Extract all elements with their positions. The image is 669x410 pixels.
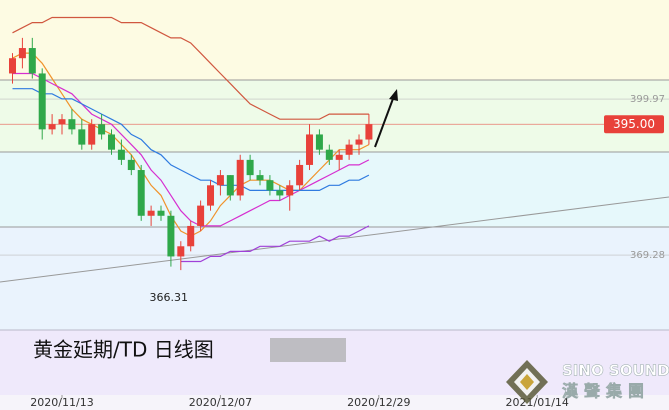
candle-body: [355, 139, 363, 145]
candle-body: [325, 149, 333, 160]
indicator-line: [12, 16, 369, 120]
candle-body: [108, 134, 116, 150]
logo-core: [520, 374, 534, 390]
candle-body: [187, 225, 195, 247]
candle-body: [137, 170, 145, 216]
candle-body: [345, 144, 353, 155]
candle-body: [226, 175, 234, 196]
candle-body: [117, 149, 125, 160]
candle-body: [18, 48, 26, 59]
candle-body: [286, 185, 294, 196]
x-tick-label: 2020/12/29: [347, 396, 410, 409]
candle-body: [207, 185, 215, 206]
band: [0, 0, 669, 80]
candle-body: [256, 175, 264, 181]
candle-body: [177, 246, 185, 257]
last-price-box: [604, 115, 664, 134]
brand-cn: 漢聲集團: [562, 382, 650, 401]
candle-body: [127, 159, 135, 171]
trendline: [0, 196, 669, 283]
x-axis-strip: [0, 395, 669, 410]
chart-title: 黄金延期/TD 日线图: [33, 338, 214, 362]
candle-body: [88, 124, 96, 145]
candle-body: [78, 129, 86, 145]
candle-body: [266, 180, 274, 191]
last-price-label: 395.00: [613, 117, 655, 131]
candle-body: [98, 124, 106, 135]
candle-body: [276, 190, 284, 196]
indicator-line: [180, 225, 370, 263]
plot: 399.97 369.28 2020/11/13 2020/12/07 2020/12/…: [0, 16, 669, 409]
candle-body: [28, 48, 36, 74]
candle-body: [365, 124, 373, 140]
candle-body: [335, 154, 343, 160]
arrow: [374, 95, 395, 148]
band: [0, 152, 669, 227]
x-tick-label: 2020/11/13: [30, 396, 93, 409]
low-annotation: 366.31: [150, 291, 189, 304]
candle-body: [236, 159, 244, 196]
candle-body: [48, 124, 56, 130]
x-tick-label: 2021/01/14: [506, 396, 569, 409]
candle-body: [147, 210, 155, 216]
candle-body: [157, 210, 165, 216]
y-tick-label: 369.28: [630, 250, 665, 261]
candle-body: [315, 134, 323, 150]
brand: SINO SOUND: [562, 362, 669, 380]
candle-body: [58, 119, 66, 125]
indicator-line: [12, 88, 370, 191]
candle-body: [167, 215, 175, 257]
x-tick-label: 2020/12/07: [189, 396, 252, 409]
candle-body: [68, 119, 76, 130]
logo: SINO SOUND 漢聲集團: [506, 360, 669, 404]
candle-body: [216, 175, 224, 186]
candle-body: [9, 58, 17, 74]
band: [0, 227, 669, 330]
candle-body: [197, 205, 205, 226]
blurred-box: [270, 338, 346, 362]
candle-body: [296, 164, 304, 186]
arrow-head: [389, 89, 398, 101]
y-tick-label: 399.97: [630, 94, 665, 105]
candle-body: [38, 73, 46, 130]
candle-body: [306, 134, 314, 165]
candle-body: [246, 159, 254, 176]
band: [0, 80, 669, 152]
